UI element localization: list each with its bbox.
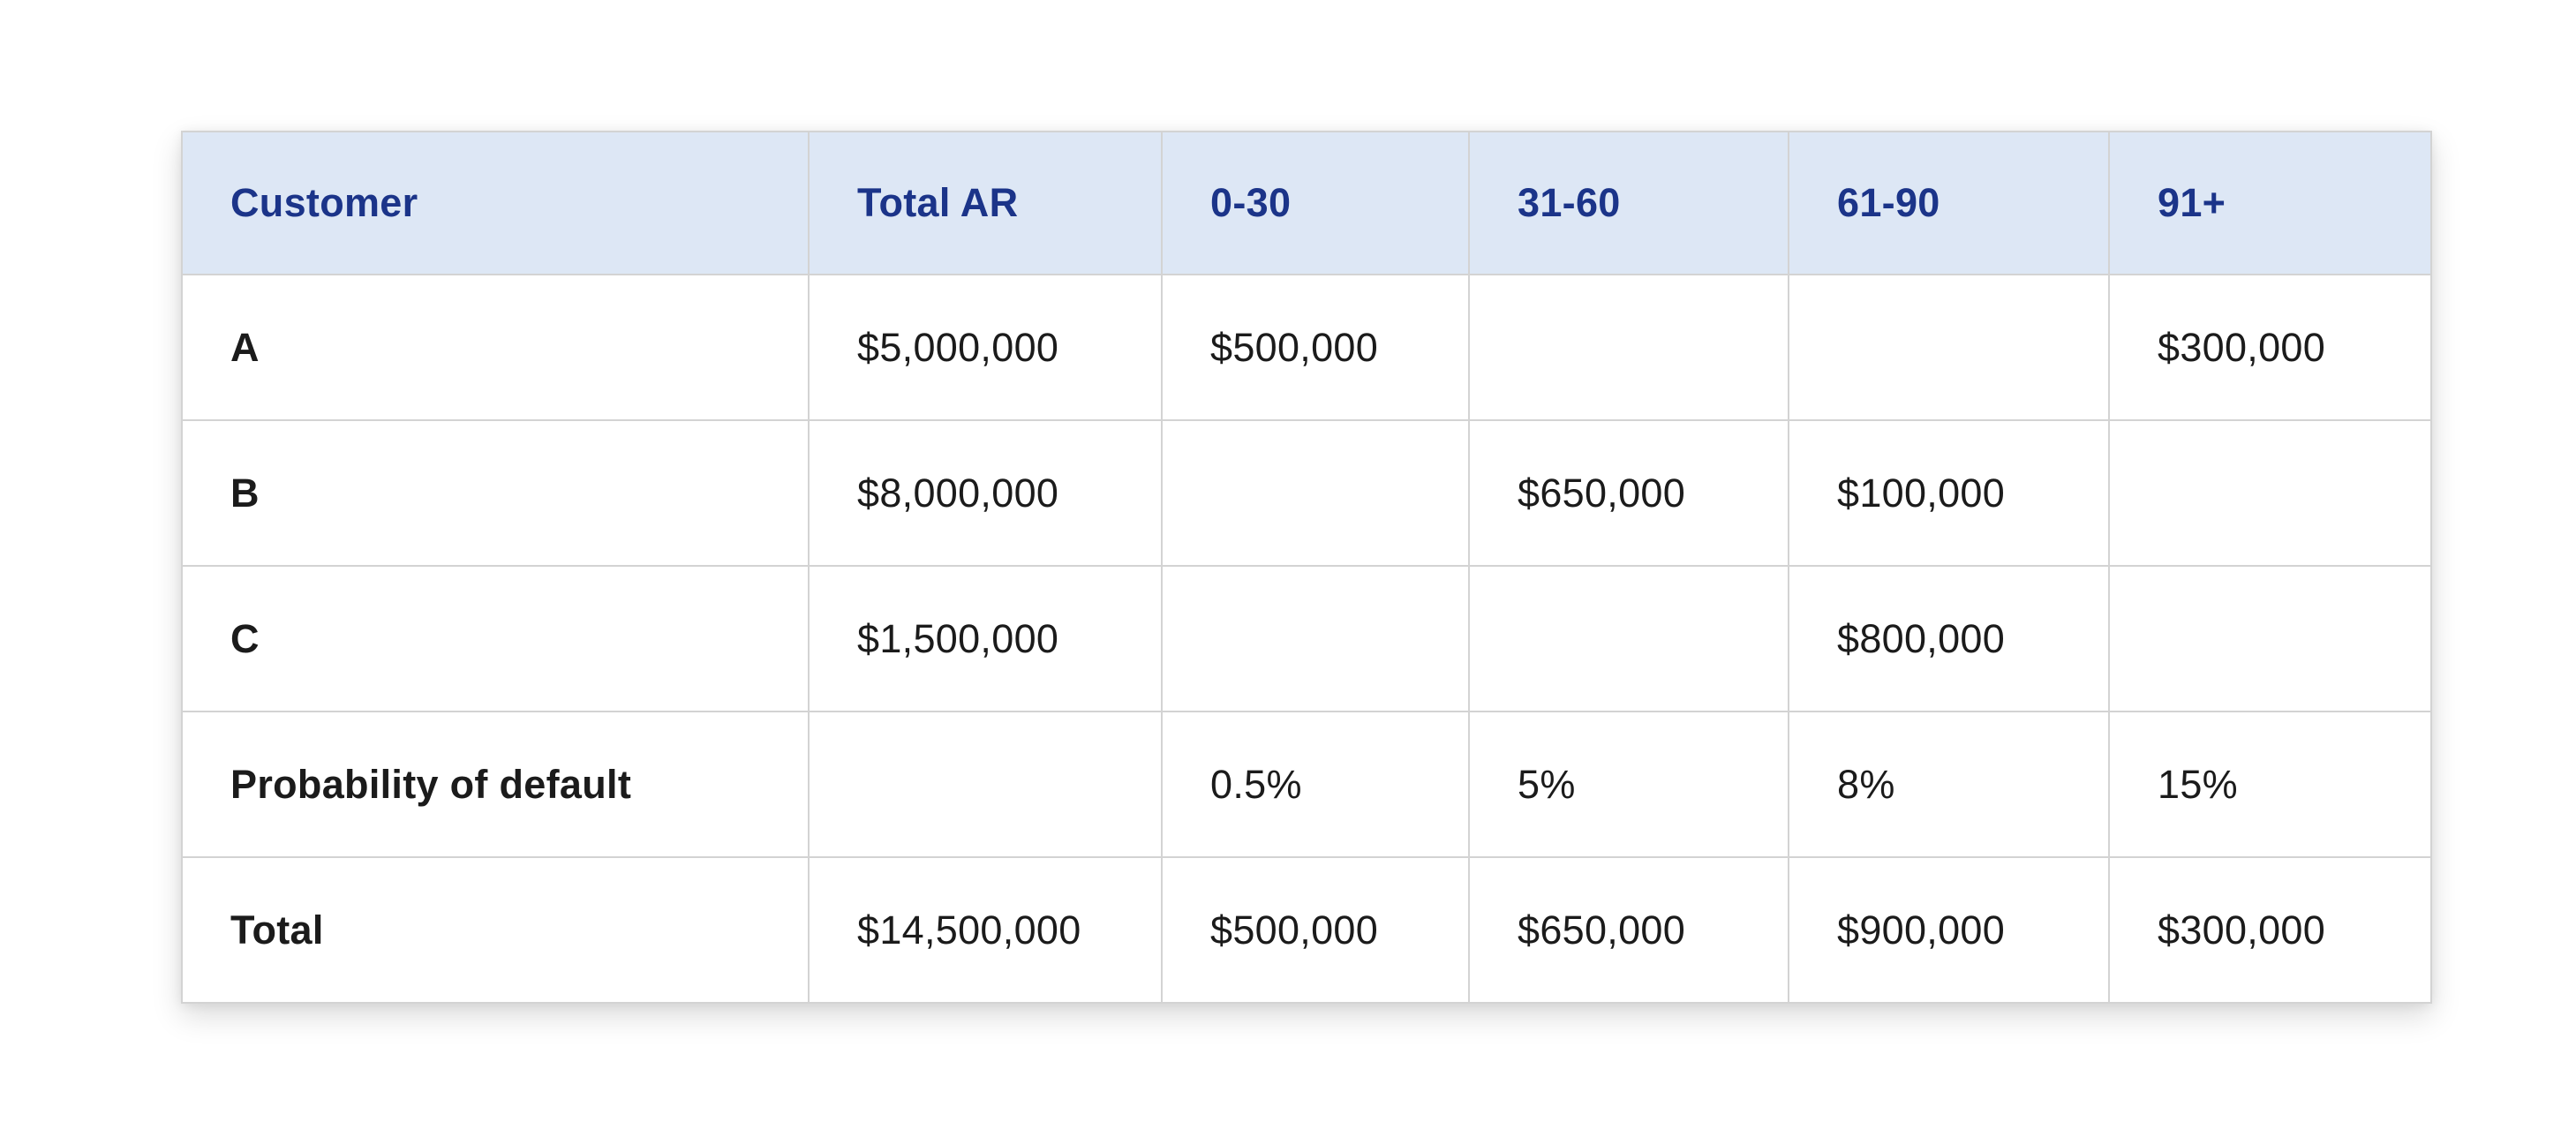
cell-a-0-30: $500,000 [1161, 274, 1470, 421]
cell-pod-91-plus: 15% [2108, 711, 2432, 858]
cell-total-0-30: $500,000 [1161, 856, 1470, 1004]
cell-c-61-90: $800,000 [1788, 565, 2110, 712]
col-header-31-60: 31-60 [1468, 131, 1789, 275]
col-header-61-90: 61-90 [1788, 131, 2110, 275]
cell-b-91-plus [2108, 419, 2432, 567]
cell-total-total-ar: $14,500,000 [808, 856, 1163, 1004]
row-label-customer-c: C [181, 565, 810, 712]
cell-total-61-90: $900,000 [1788, 856, 2110, 1004]
cell-c-91-plus [2108, 565, 2432, 712]
col-header-total-ar: Total AR [808, 131, 1163, 275]
cell-pod-31-60: 5% [1468, 711, 1789, 858]
ar-aging-table: Customer Total AR 0-30 31-60 61-90 91+ A… [181, 131, 2432, 1004]
cell-c-0-30 [1161, 565, 1470, 712]
col-header-0-30: 0-30 [1161, 131, 1470, 275]
row-label-customer-a: A [181, 274, 810, 421]
table-row-customer-b: B $8,000,000 $650,000 $100,000 [181, 419, 2432, 567]
col-header-91-plus: 91+ [2108, 131, 2432, 275]
col-header-customer: Customer [181, 131, 810, 275]
cell-pod-total-ar [808, 711, 1163, 858]
table-row-customer-a: A $5,000,000 $500,000 $300,000 [181, 274, 2432, 421]
cell-total-91-plus: $300,000 [2108, 856, 2432, 1004]
cell-b-total-ar: $8,000,000 [808, 419, 1163, 567]
cell-b-31-60: $650,000 [1468, 419, 1789, 567]
cell-pod-61-90: 8% [1788, 711, 2110, 858]
row-label-total: Total [181, 856, 810, 1004]
cell-a-91-plus: $300,000 [2108, 274, 2432, 421]
ar-aging-table-container: Customer Total AR 0-30 31-60 61-90 91+ A… [181, 131, 2432, 1004]
table-row-customer-c: C $1,500,000 $800,000 [181, 565, 2432, 712]
cell-c-total-ar: $1,500,000 [808, 565, 1163, 712]
cell-b-0-30 [1161, 419, 1470, 567]
cell-a-31-60 [1468, 274, 1789, 421]
cell-a-61-90 [1788, 274, 2110, 421]
table-header-row: Customer Total AR 0-30 31-60 61-90 91+ [181, 131, 2432, 275]
table-row-total: Total $14,500,000 $500,000 $650,000 $900… [181, 856, 2432, 1004]
cell-a-total-ar: $5,000,000 [808, 274, 1163, 421]
table-row-probability-of-default: Probability of default 0.5% 5% 8% 15% [181, 711, 2432, 858]
row-label-customer-b: B [181, 419, 810, 567]
cell-total-31-60: $650,000 [1468, 856, 1789, 1004]
row-label-probability-of-default: Probability of default [181, 711, 810, 858]
cell-b-61-90: $100,000 [1788, 419, 2110, 567]
cell-c-31-60 [1468, 565, 1789, 712]
cell-pod-0-30: 0.5% [1161, 711, 1470, 858]
